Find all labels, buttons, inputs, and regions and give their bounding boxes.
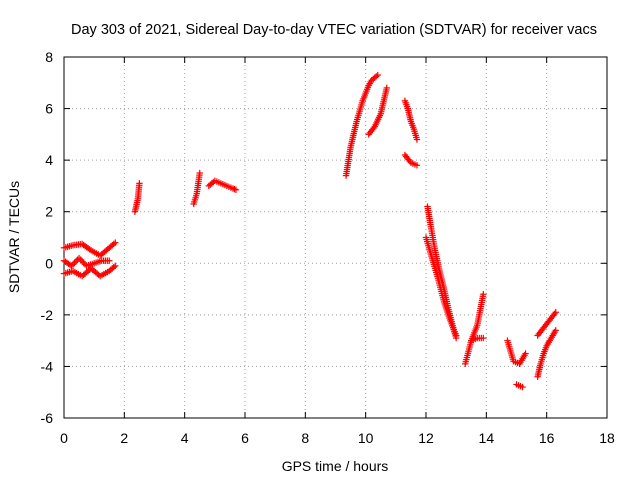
x-tick-label: 0 [60, 430, 68, 446]
data-point [519, 383, 526, 391]
data-point [552, 327, 559, 334]
data-point [522, 350, 529, 357]
y-tick-label: -4 [41, 358, 54, 374]
x-tick-label: 10 [358, 430, 374, 446]
x-tick-label: 6 [241, 430, 249, 446]
x-tick-label: 4 [181, 430, 189, 446]
data-point [229, 185, 237, 192]
data-point [452, 332, 460, 339]
grid [64, 57, 607, 418]
data-point [77, 256, 84, 263]
data-point [480, 334, 487, 342]
data-point [72, 258, 80, 265]
data-point [136, 180, 143, 187]
data-point [110, 263, 117, 271]
y-tick-label: 2 [45, 204, 53, 220]
data-point [413, 136, 421, 143]
y-tick-label: 0 [45, 255, 53, 271]
plot-frame [63, 56, 608, 419]
x-tick-label: 18 [599, 430, 615, 446]
data-point [106, 257, 113, 264]
data-point [232, 186, 240, 193]
data-point [69, 261, 77, 268]
data-point [112, 262, 119, 270]
data-point [373, 73, 380, 80]
data-point [112, 239, 119, 246]
x-tick-label: 16 [539, 430, 555, 446]
data-point [552, 309, 559, 316]
y-tick-label: -2 [41, 307, 54, 323]
data-point [374, 71, 381, 79]
data-point [231, 185, 238, 193]
x-tick-label: 12 [418, 430, 434, 446]
x-tick-label: 8 [301, 430, 309, 446]
y-axis-label: SDTVAR / TECUs [6, 181, 22, 293]
data-points [60, 71, 559, 391]
axis-ticks: 0 2 4 6 8 10 12 14 16 18 -6 -4 -2 0 2 4 6 8 [41, 49, 615, 446]
data-point [413, 162, 421, 169]
x-tick-label: 2 [120, 430, 128, 446]
data-point [75, 254, 83, 262]
y-tick-label: -6 [41, 410, 54, 426]
y-tick-label: 8 [45, 49, 53, 65]
y-tick-label: 4 [45, 152, 53, 168]
chart-title: Day 303 of 2021, Sidereal Day-to-day VTE… [71, 22, 597, 38]
x-tick-label: 14 [479, 430, 495, 446]
data-point [110, 240, 117, 248]
x-axis-label: GPS time / hours [282, 458, 389, 474]
data-point [480, 291, 487, 298]
data-point [196, 169, 203, 177]
data-point [86, 246, 93, 253]
data-point [383, 84, 390, 92]
y-tick-label: 6 [45, 101, 53, 117]
